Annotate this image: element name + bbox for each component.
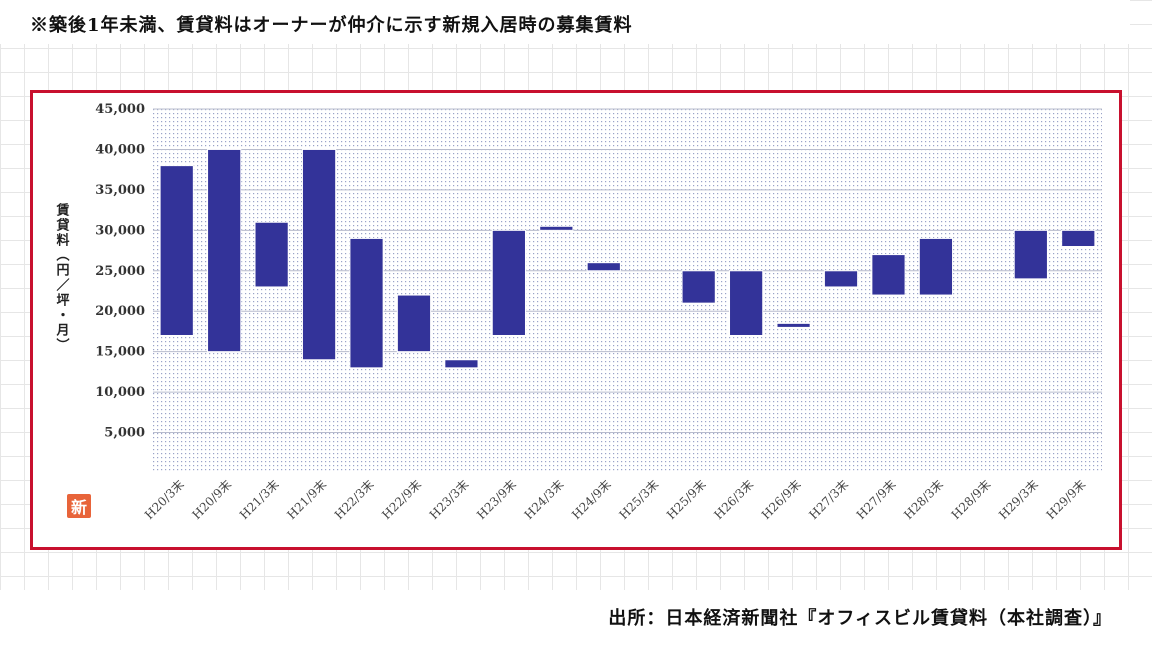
range-bar-chart: 5,000 10,000 15,000 20,000 25,000 30,000 35,00… bbox=[54, 102, 1102, 522]
y-tick-label: 30,000 bbox=[95, 223, 145, 238]
logo-text: 新 bbox=[70, 498, 87, 517]
x-tick-label: H20/9末 bbox=[189, 477, 234, 522]
bar bbox=[823, 270, 859, 288]
newspaper-logo-icon: 新 bbox=[67, 494, 91, 518]
x-tick-label: H20/3末 bbox=[142, 477, 187, 522]
x-tick-label: H25/3末 bbox=[617, 477, 662, 522]
y-tick-label: 20,000 bbox=[95, 304, 145, 319]
bar bbox=[491, 229, 526, 336]
note-banner: ※築後1年未満、賃貸料はオーナーが仲介に示す新規入居時の募集賃料 bbox=[0, 0, 1130, 44]
note-text: ※築後1年未満、賃貸料はオーナーが仲介に示す新規入居時の募集賃料 bbox=[30, 15, 633, 36]
y-tick-label: 5,000 bbox=[104, 426, 145, 441]
x-tick-label: H29/3末 bbox=[996, 477, 1041, 522]
bar bbox=[301, 148, 337, 361]
plot-area bbox=[153, 109, 1102, 473]
x-tick-label: H23/9末 bbox=[474, 477, 519, 522]
x-tick-label: H24/9末 bbox=[569, 477, 614, 522]
x-axis-ticks: H20/3末 H20/9末 H21/3末 H21/9末 H22/3末 H22/9末 H23/… bbox=[142, 477, 1088, 522]
bar bbox=[396, 294, 432, 353]
bars bbox=[159, 148, 1096, 369]
bar bbox=[681, 270, 716, 304]
source-band: 出所：日本経済新聞社『オフィスビル賃貸料（本社調査）』 bbox=[0, 590, 1152, 648]
x-tick-label: H28/3末 bbox=[901, 477, 946, 522]
y-tick-label: 35,000 bbox=[95, 183, 145, 198]
bar bbox=[159, 165, 194, 336]
source-text: 出所：日本経済新聞社『オフィスビル賃貸料（本社調査）』 bbox=[608, 608, 1112, 629]
y-tick-label: 25,000 bbox=[95, 264, 145, 279]
chart-frame: 5,000 10,000 15,000 20,000 25,000 30,000 35,00… bbox=[30, 90, 1122, 550]
x-tick-label: H22/3末 bbox=[332, 477, 377, 522]
x-tick-label: H29/9末 bbox=[1044, 477, 1089, 522]
bar bbox=[729, 270, 764, 336]
y-axis-label: 賃貸料（円／坪・月） bbox=[54, 202, 71, 353]
bar bbox=[1061, 229, 1096, 248]
x-tick-label: H28/9末 bbox=[949, 477, 994, 522]
y-tick-label: 40,000 bbox=[95, 142, 145, 157]
bar bbox=[207, 148, 242, 353]
bar bbox=[349, 237, 384, 369]
bar bbox=[918, 237, 954, 296]
y-tick-label: 45,000 bbox=[95, 102, 145, 117]
x-tick-label: H27/3末 bbox=[806, 477, 851, 522]
bar bbox=[1013, 229, 1048, 280]
x-tick-label: H21/9末 bbox=[284, 477, 329, 522]
y-tick-label: 10,000 bbox=[95, 385, 145, 400]
bar bbox=[444, 359, 479, 369]
x-tick-label: H27/9末 bbox=[854, 477, 899, 522]
x-tick-label: H22/9末 bbox=[379, 477, 424, 522]
x-tick-label: H26/3末 bbox=[711, 477, 756, 522]
x-tick-label: H25/9末 bbox=[664, 477, 709, 522]
bar bbox=[776, 322, 811, 328]
x-tick-label: H21/3末 bbox=[237, 477, 282, 522]
bar bbox=[586, 262, 621, 272]
x-tick-label: H24/3末 bbox=[522, 477, 567, 522]
bar bbox=[871, 254, 906, 296]
y-axis-ticks: 5,000 10,000 15,000 20,000 25,000 30,000 35,00… bbox=[95, 102, 145, 441]
bar bbox=[539, 225, 574, 231]
bar bbox=[254, 221, 289, 288]
y-tick-label: 15,000 bbox=[95, 345, 145, 360]
x-tick-label: H26/9末 bbox=[759, 477, 804, 522]
x-tick-label: H23/3末 bbox=[427, 477, 472, 522]
